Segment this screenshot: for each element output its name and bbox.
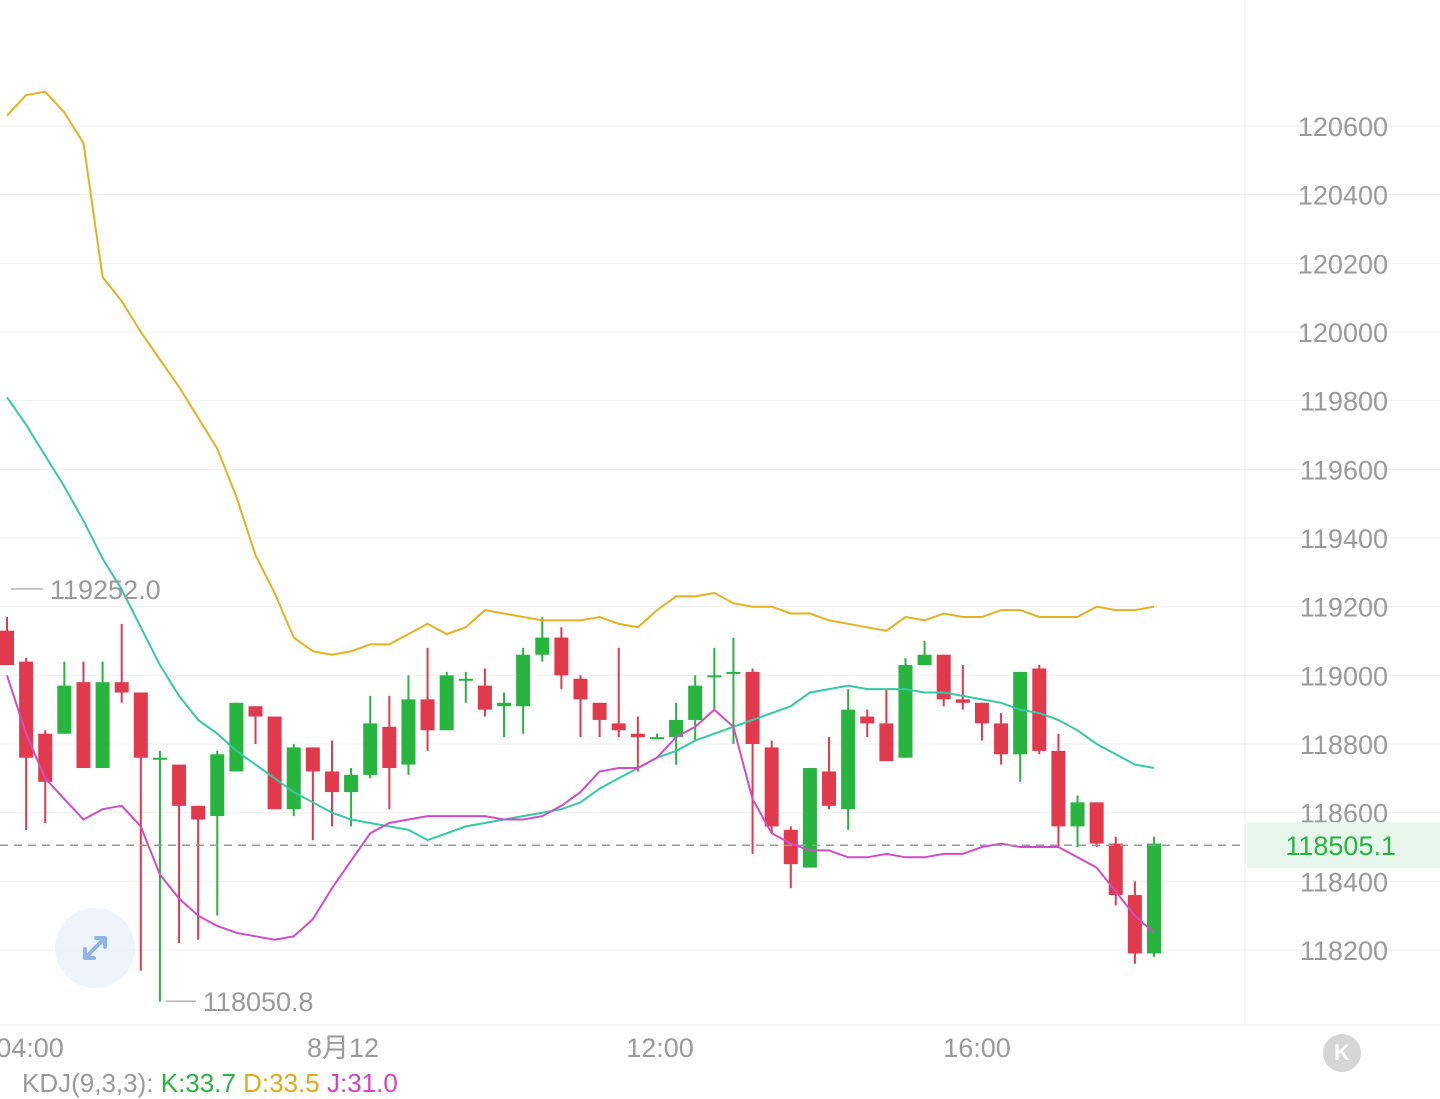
candle-body [477, 685, 492, 710]
candle-body [802, 768, 817, 868]
candle-body [38, 733, 53, 782]
kdj-d-value: D:33.5 [243, 1068, 320, 1098]
candle-body [1089, 802, 1104, 844]
candle-body [95, 682, 110, 769]
candle-body [783, 829, 798, 865]
y-tick-label: 120200 [1298, 249, 1388, 279]
y-tick-label: 120400 [1298, 181, 1388, 211]
candle-body [133, 692, 148, 758]
y-tick-label: 119200 [1300, 593, 1388, 623]
candle-body [210, 754, 225, 817]
candle-body [1108, 843, 1123, 896]
low-annotation-label: 118050.8 [203, 987, 314, 1017]
current-price-tag: 118505.1 [1285, 831, 1396, 861]
candle-body [1013, 671, 1028, 755]
candle-body [649, 737, 664, 740]
middle-band-line [6, 396, 1155, 842]
candle-body [764, 747, 779, 827]
candle-body [535, 637, 550, 655]
candle-body [573, 678, 588, 700]
candle-body [420, 699, 435, 731]
candle-body [611, 723, 626, 731]
candle-body [707, 675, 722, 678]
high-annotation-label: 119252.0 [50, 575, 161, 605]
candle-body [382, 726, 397, 769]
k-line-button-label: K [1334, 1040, 1350, 1065]
candle-body [917, 654, 932, 666]
candle-body [592, 702, 607, 720]
candle-body [305, 747, 320, 772]
y-tick-label: 119000 [1300, 661, 1388, 691]
candle-body [1147, 843, 1161, 954]
x-tick-label: 8月12 [307, 1033, 379, 1063]
candle-body [898, 665, 913, 758]
candle-body [745, 671, 760, 744]
candle-body [248, 706, 263, 717]
candle-body [114, 682, 129, 693]
candle-body [0, 630, 14, 666]
current-price-tag-bg [1247, 822, 1440, 869]
candle-body [994, 723, 1009, 755]
y-tick-label: 119400 [1300, 524, 1388, 554]
candle-body [1070, 802, 1085, 827]
candle-body [363, 723, 378, 775]
y-tick-label: 118400 [1300, 867, 1388, 897]
candle-body [879, 723, 894, 762]
expand-chart-button[interactable] [55, 908, 135, 988]
y-tick-label: 118200 [1300, 936, 1388, 966]
candle-body [516, 654, 531, 707]
candle-body [286, 747, 301, 810]
candle-body [172, 764, 187, 806]
lower-band-line [6, 674, 1155, 941]
candle-body [936, 654, 951, 700]
candle-body [1127, 895, 1142, 954]
candle-body [1032, 668, 1047, 751]
kdj-k-value: K:33.7 [160, 1068, 236, 1098]
candle-body [344, 774, 359, 793]
y-tick-label: 120000 [1298, 318, 1388, 348]
candle-body [324, 771, 339, 793]
candle-body [76, 682, 91, 769]
candle-body [497, 702, 512, 707]
candle-body [726, 671, 741, 674]
k-line-button[interactable]: K [1323, 1034, 1361, 1072]
candle-body [229, 702, 244, 772]
kdj-indicator-row: KDJ(9,3,3): K:33.7 D:33.5 J:31.0 [22, 1068, 398, 1099]
candle-body [458, 678, 473, 681]
candle-body [554, 637, 569, 676]
candle-body [1051, 750, 1066, 827]
y-tick-label: 120600 [1298, 112, 1388, 142]
candle-body [974, 702, 989, 724]
candle-body [152, 757, 167, 760]
x-tick-label: 04:00 [0, 1033, 64, 1063]
candle-body [669, 719, 684, 738]
candle-body [822, 771, 837, 806]
kdj-prefix: KDJ(9,3,3): [22, 1068, 154, 1098]
candle-body [439, 675, 454, 731]
kdj-j-value: J:31.0 [326, 1068, 398, 1098]
candle-body [401, 699, 416, 765]
candle-body [955, 699, 970, 703]
y-tick-label: 119600 [1300, 455, 1388, 485]
candle-body [860, 716, 875, 724]
x-tick-label: 16:00 [943, 1033, 1011, 1063]
candle-body [841, 709, 856, 810]
candle-body [19, 661, 34, 758]
upper-band-line [6, 90, 1155, 656]
y-tick-label: 118800 [1300, 730, 1388, 760]
candle-body [630, 733, 645, 738]
expand-icon [83, 936, 107, 960]
candle-body [191, 805, 206, 820]
candle-body [688, 685, 703, 720]
y-tick-label: 119800 [1300, 387, 1388, 417]
candle-body [57, 685, 72, 734]
x-tick-label: 12:00 [626, 1033, 694, 1063]
candle-body [267, 716, 282, 810]
